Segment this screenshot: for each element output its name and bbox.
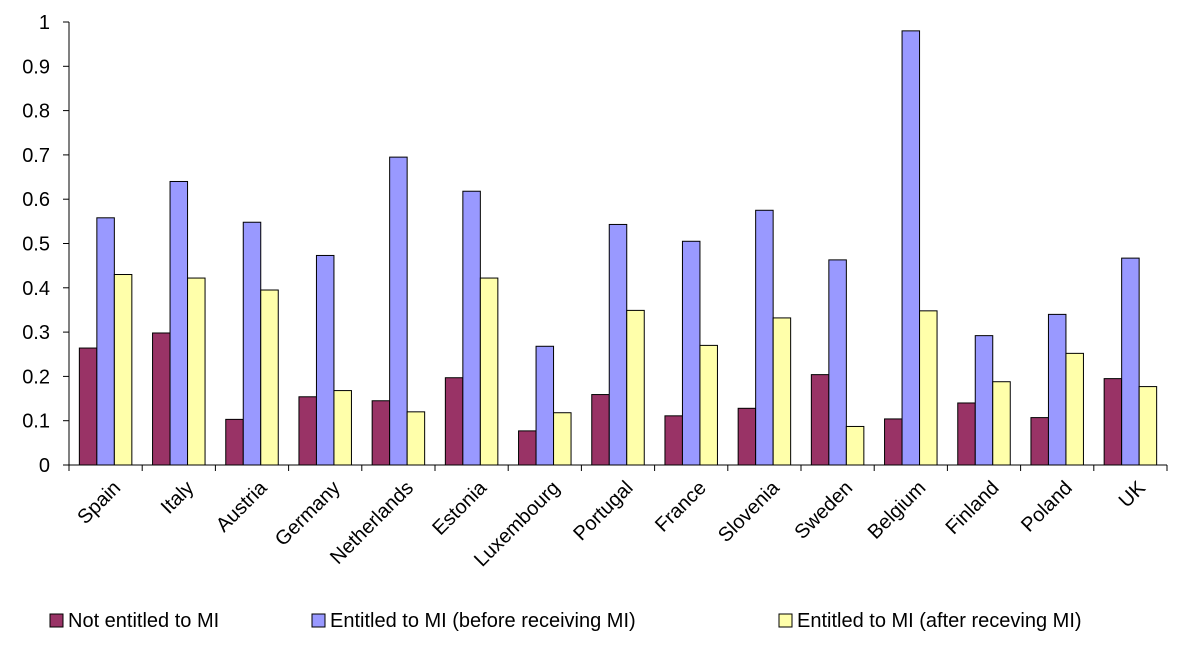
x-tick-label: Austria (212, 476, 272, 536)
bar-germany-series-1 (298, 396, 317, 466)
bar-finland-series-2 (974, 335, 994, 466)
x-tick-label: France (651, 477, 711, 537)
x-tick-label: Spain (73, 477, 125, 529)
bar-belgium-series-3 (919, 310, 938, 466)
bar-austria-series-2 (242, 221, 262, 466)
bars-layer (78, 30, 1158, 466)
bar-luxembourg-series-3 (553, 412, 572, 466)
bar-luxembourg-series-2 (535, 345, 555, 466)
y-tick-label: 0.5 (22, 234, 50, 256)
y-tick-label: 0.8 (22, 101, 50, 123)
bar-france-series-1 (664, 415, 683, 466)
bar-estonia-series-1 (444, 377, 464, 466)
x-tick-label: Germany (271, 477, 345, 551)
bar-italy-series-1 (152, 332, 171, 466)
x-tick-label: Poland (1017, 477, 1077, 537)
bar-sweden-series-1 (810, 374, 830, 466)
y-tick-label: 0.6 (22, 189, 50, 211)
bar-belgium-series-1 (884, 418, 903, 466)
bar-estonia-series-2 (462, 190, 481, 466)
legend-label: Not entitled to MI (68, 610, 219, 632)
y-tick-label: 0.2 (22, 366, 50, 388)
x-tick-label: Belgium (864, 477, 931, 544)
bar-slovenia-series-1 (737, 407, 757, 466)
legend-swatch (49, 613, 64, 628)
legend: Not entitled to MI Entitled to MI (before… (49, 610, 1082, 632)
bar-slovenia-series-3 (772, 317, 792, 466)
bar-germany-series-2 (315, 254, 335, 466)
legend-swatch (311, 613, 326, 628)
x-tick-label: Finland (942, 477, 1004, 539)
legend-label: Entitled to MI (before receiving MI) (330, 610, 636, 632)
bar-spain-series-1 (78, 347, 98, 466)
bar-estonia-series-3 (479, 277, 499, 466)
x-tick-label: Portugal (569, 477, 637, 545)
bar-slovenia-series-2 (755, 209, 774, 466)
bar-luxembourg-series-1 (518, 430, 537, 466)
bar-uk-series-2 (1121, 257, 1140, 466)
bar-portugal-series-1 (591, 394, 610, 466)
y-tick-label: 1 (39, 12, 50, 34)
bar-austria-series-3 (260, 289, 279, 466)
bar-italy-series-2 (169, 180, 189, 466)
bar-france-series-2 (681, 240, 701, 466)
y-tick-label: 0.9 (22, 56, 50, 78)
bar-france-series-3 (699, 344, 718, 466)
y-tick-label: 0 (39, 455, 50, 477)
bar-netherlands-series-3 (406, 411, 426, 466)
y-tick-label: 0.3 (22, 322, 50, 344)
bar-sweden-series-3 (845, 425, 865, 466)
bar-spain-series-2 (96, 217, 115, 466)
y-tick-label: 0.7 (22, 145, 50, 167)
y-tick-label: 0.4 (22, 278, 50, 300)
axes-layer (63, 21, 1168, 471)
bar-finland-series-3 (992, 381, 1011, 466)
bar-sweden-series-2 (828, 259, 847, 466)
x-tick-label: Italy (157, 477, 198, 518)
x-tick-label: Slovenia (714, 476, 784, 546)
bar-finland-series-1 (957, 402, 976, 466)
bar-poland-series-3 (1065, 352, 1084, 466)
bar-netherlands-series-1 (371, 400, 391, 466)
bar-austria-series-1 (225, 418, 244, 466)
bar-uk-series-1 (1103, 378, 1123, 466)
bar-germany-series-3 (333, 390, 352, 466)
bar-uk-series-3 (1138, 386, 1158, 466)
bar-italy-series-3 (187, 277, 206, 466)
legend-label: Entitled to MI (after receving MI) (797, 610, 1082, 632)
bar-spain-series-3 (113, 274, 133, 466)
bar-netherlands-series-2 (389, 156, 408, 466)
bar-poland-series-2 (1047, 313, 1067, 466)
bar-belgium-series-2 (901, 30, 921, 466)
bar-portugal-series-2 (608, 223, 628, 466)
legend-swatch (778, 613, 793, 628)
y-tick-labels: 0 0.1 0.2 0.3 0.4 0.5 0.6 0.7 0.8 0.9 1 (22, 12, 50, 477)
bar-poland-series-1 (1030, 417, 1049, 466)
y-tick-label: 0.1 (22, 411, 50, 433)
bar-portugal-series-3 (626, 309, 645, 466)
x-tick-label: Estonia (428, 476, 491, 539)
x-tick-label: Sweden (790, 477, 857, 544)
x-tick-label: UK (1115, 477, 1151, 513)
